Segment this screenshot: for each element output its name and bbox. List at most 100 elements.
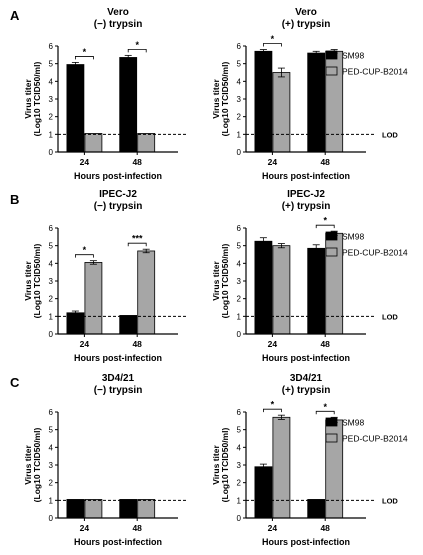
- bar-ped-cup-b2014-24: [272, 416, 291, 519]
- x-tick-label: 48: [320, 339, 330, 349]
- significance-bracket: [263, 43, 282, 47]
- significance-bracket: [127, 242, 147, 247]
- chart-panel-3: IPEC-J2(−) trypsin Virus titer (Log10 TCID…: [23, 189, 188, 363]
- legend-label-sm98: SM98: [342, 51, 364, 61]
- bar-ped-cup-b2014-24: [84, 133, 103, 153]
- lod-label: LOD: [382, 496, 398, 505]
- y-tick-label: 0: [49, 514, 54, 523]
- x-tick-label: 24: [80, 157, 90, 167]
- y-tick-label: 0: [49, 148, 54, 157]
- bar-ped-cup-b2014-48: [137, 499, 156, 519]
- x-axis-label: Hours post-infection: [74, 537, 162, 547]
- significance-bracket: [315, 410, 335, 415]
- significance-marker: *: [323, 216, 327, 226]
- x-tick-label: 48: [132, 157, 142, 167]
- x-tick-label: 48: [320, 157, 330, 167]
- bar-sm98-48: [119, 315, 138, 335]
- x-tick-label: 24: [268, 157, 278, 167]
- significance-marker: *: [271, 400, 275, 410]
- y-tick-label: 3: [49, 277, 54, 286]
- lod-label: LOD: [382, 312, 398, 321]
- y-tick-label: 4: [49, 77, 54, 86]
- y-tick-label: 1: [49, 496, 54, 505]
- x-tick-label: 48: [132, 339, 142, 349]
- y-tick-label: 1: [237, 496, 242, 505]
- y-tick-label: 5: [237, 426, 242, 435]
- panel-letter-c: C: [10, 375, 20, 390]
- y-tick-label: 3: [49, 95, 54, 104]
- y-tick-label: 2: [49, 113, 54, 122]
- chart-title-line2: (−) trypsin: [94, 385, 143, 396]
- legend-swatch-sm98: [325, 50, 338, 60]
- y-tick-label: 5: [49, 242, 54, 251]
- y-tick-label: 4: [49, 259, 54, 268]
- x-axis-label: Hours post-infection: [74, 353, 162, 363]
- chart-title-line2: (+) trypsin: [282, 201, 331, 212]
- y-axis-label-line1: Virus titer: [211, 79, 221, 119]
- significance-bracket: [263, 408, 282, 413]
- significance-marker: *: [271, 34, 275, 44]
- y-tick-label: 4: [237, 443, 242, 452]
- bar-sm98-48: [307, 499, 326, 519]
- y-tick-label: 6: [49, 408, 54, 417]
- chart-panel-5: 3D4/21(−) trypsin Virus titer (Log10 TCID5…: [23, 373, 188, 547]
- chart-title-line1: Vero: [107, 7, 129, 18]
- y-axis-label-line2: (Log10 TCID50/ml): [220, 244, 230, 319]
- legend-row-2: SM98 PED-CUP-B2014: [325, 231, 408, 258]
- y-tick-label: 2: [49, 479, 54, 488]
- y-tick-label: 2: [49, 295, 54, 304]
- y-tick-label: 1: [237, 312, 242, 321]
- x-tick-label: 24: [268, 523, 278, 533]
- y-tick-label: 0: [237, 514, 242, 523]
- panel-letter-b: B: [10, 192, 19, 207]
- chart-title-line1: IPEC-J2: [99, 189, 137, 200]
- legend-row-3: SM98 PED-CUP-B2014: [325, 418, 408, 444]
- y-tick-label: 2: [237, 295, 242, 304]
- significance-marker: *: [83, 245, 87, 255]
- y-axis-label-line2: (Log10 TCID50/ml): [220, 62, 230, 137]
- x-tick-label: 48: [132, 523, 142, 533]
- legend-label-ped-cup-b2014: PED-CUP-B2014: [342, 67, 408, 77]
- chart-title-line1: Vero: [295, 7, 317, 18]
- y-tick-label: 1: [49, 312, 54, 321]
- significance-marker: ***: [132, 234, 143, 244]
- legend-label-ped-cup-b2014: PED-CUP-B2014: [342, 248, 408, 258]
- y-tick-label: 5: [237, 242, 242, 251]
- y-axis-label-line1: Virus titer: [211, 261, 221, 301]
- legend-swatch-sm98: [325, 231, 338, 241]
- y-tick-label: 2: [237, 113, 242, 122]
- chart-panel-1: Vero(−) trypsin Virus titer (Log10 TCID50/…: [23, 7, 188, 181]
- y-tick-label: 1: [49, 130, 54, 139]
- bar-sm98-48: [119, 499, 138, 519]
- chart-title-line1: 3D4/21: [102, 373, 135, 384]
- y-tick-label: 6: [49, 42, 54, 51]
- y-tick-label: 5: [237, 60, 242, 69]
- x-tick-label: 48: [320, 523, 330, 533]
- chart-panel-2: Vero(+) trypsin Virus titer (Log10 TCID50/…: [211, 7, 398, 181]
- significance-marker: *: [83, 47, 87, 57]
- y-tick-label: 1: [237, 130, 242, 139]
- bar-ped-cup-b2014-24: [84, 262, 103, 335]
- y-tick-label: 4: [237, 77, 242, 86]
- y-axis-label-line1: Virus titer: [23, 445, 33, 485]
- bar-sm98-48: [119, 57, 138, 153]
- y-tick-label: 2: [237, 479, 242, 488]
- bar-ped-cup-b2014-48: [137, 133, 156, 153]
- chart-title-line2: (−) trypsin: [94, 201, 143, 212]
- significance-marker: *: [135, 40, 139, 50]
- legend-swatch-ped-cup-b2014: [325, 247, 338, 257]
- significance-bracket: [127, 48, 147, 53]
- y-tick-label: 6: [237, 42, 242, 51]
- bar-sm98-48: [307, 247, 326, 335]
- y-axis-label-line1: Virus titer: [23, 261, 33, 301]
- y-tick-label: 4: [237, 259, 242, 268]
- y-tick-label: 0: [49, 330, 54, 339]
- legend-row-1: SM98 PED-CUP-B2014: [325, 50, 408, 77]
- y-tick-label: 5: [49, 426, 54, 435]
- x-tick-label: 24: [80, 339, 90, 349]
- legend-label-ped-cup-b2014: PED-CUP-B2014: [342, 434, 408, 444]
- bar-sm98-24: [254, 50, 273, 153]
- bar-sm98-24: [66, 499, 85, 519]
- panel-letter-a: A: [10, 8, 20, 23]
